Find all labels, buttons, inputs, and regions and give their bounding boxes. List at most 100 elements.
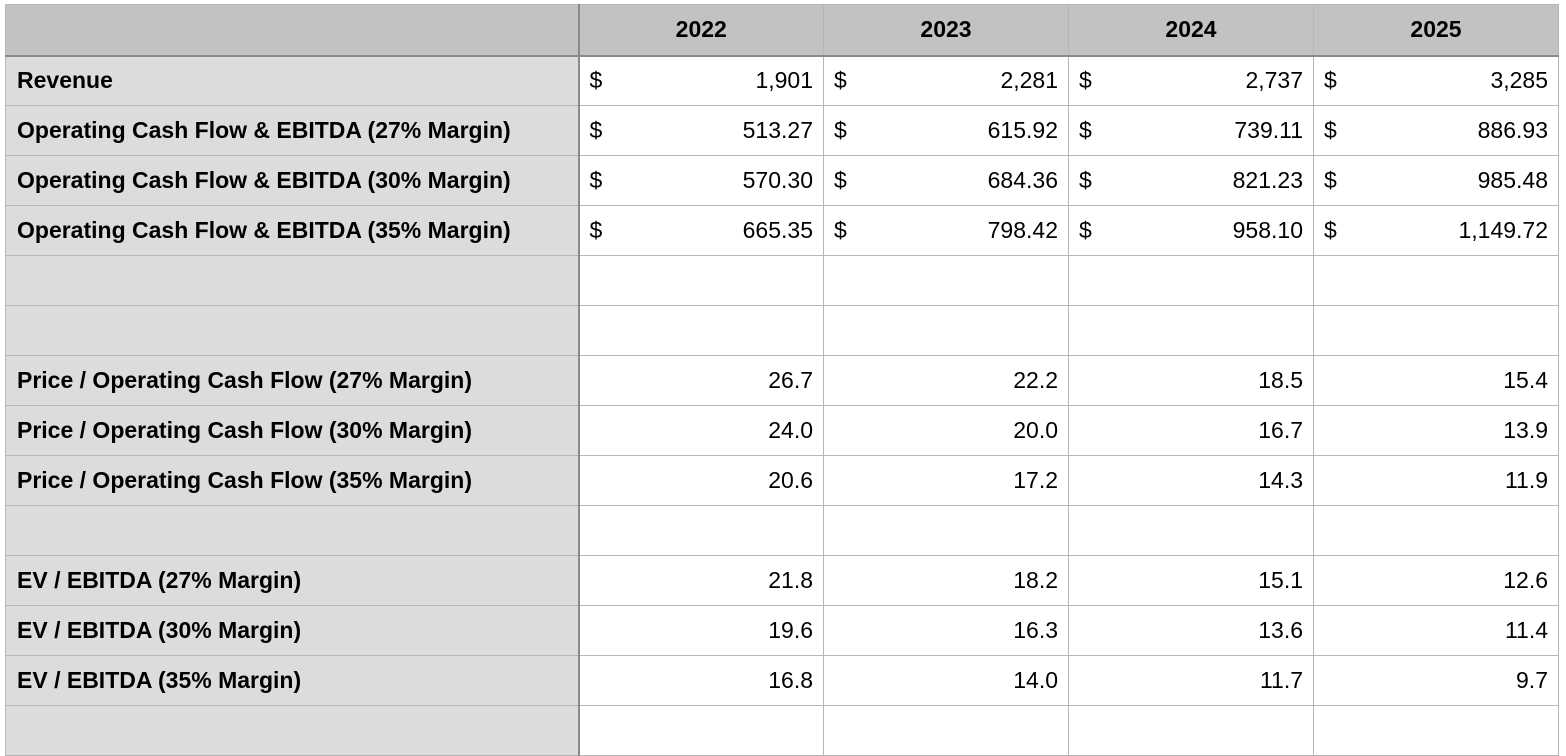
currency-symbol: $ [834, 117, 847, 143]
cell[interactable]: 9.7 [1313, 655, 1559, 706]
cell[interactable] [578, 505, 824, 556]
row-label[interactable]: EV / EBITDA (27% Margin) [5, 555, 580, 606]
cell[interactable]: 15.1 [1068, 555, 1314, 606]
cell[interactable]: $570.30 [578, 155, 824, 206]
cell[interactable] [823, 305, 1069, 356]
row-label[interactable]: Revenue [5, 55, 580, 106]
currency-symbol: $ [589, 117, 603, 143]
cell[interactable]: 12.6 [1313, 555, 1559, 606]
cell[interactable]: 20.0 [823, 405, 1069, 456]
cell[interactable]: $985.48 [1313, 155, 1559, 206]
currency-symbol: $ [834, 67, 847, 94]
cell[interactable]: 16.8 [578, 655, 824, 706]
cell-value: 821.23 [1232, 167, 1303, 193]
cell[interactable]: $958.10 [1068, 205, 1314, 256]
row-label[interactable] [5, 305, 580, 356]
row-label[interactable]: Operating Cash Flow & EBITDA (27% Margin… [5, 105, 580, 156]
cell[interactable] [578, 305, 824, 356]
cell[interactable] [1068, 255, 1314, 306]
cell[interactable]: $1,149.72 [1313, 205, 1559, 256]
cell[interactable]: 19.6 [578, 605, 824, 656]
row-label[interactable]: EV / EBITDA (30% Margin) [5, 605, 580, 656]
currency-symbol: $ [1324, 217, 1337, 243]
currency-symbol: $ [1079, 67, 1092, 94]
cell[interactable] [578, 705, 824, 756]
cell[interactable]: $821.23 [1068, 155, 1314, 206]
cell[interactable]: $2,281 [823, 55, 1069, 106]
row-label[interactable] [5, 255, 580, 306]
cell[interactable]: 11.4 [1313, 605, 1559, 656]
cell[interactable] [1068, 505, 1314, 556]
row-label[interactable] [5, 705, 580, 756]
column-header[interactable]: 2023 [823, 4, 1069, 57]
cell[interactable]: 18.5 [1068, 355, 1314, 406]
cell[interactable] [1313, 505, 1559, 556]
cell[interactable] [1068, 705, 1314, 756]
cell[interactable] [578, 255, 824, 306]
empty-row [5, 505, 1559, 556]
cell[interactable]: 16.7 [1068, 405, 1314, 456]
cell[interactable] [1313, 255, 1559, 306]
column-header[interactable]: 2024 [1068, 4, 1314, 57]
cell[interactable] [1313, 705, 1559, 756]
partial-row [5, 705, 1559, 756]
cell[interactable]: 15.4 [1313, 355, 1559, 406]
cell[interactable]: 13.6 [1068, 605, 1314, 656]
cell[interactable] [823, 505, 1069, 556]
cell-value: 886.93 [1477, 117, 1548, 143]
table-row: Operating Cash Flow & EBITDA (30% Margin… [5, 155, 1559, 206]
cell[interactable] [823, 705, 1069, 756]
cell[interactable]: 20.6 [578, 455, 824, 506]
cell[interactable]: $739.11 [1068, 105, 1314, 156]
table-row: EV / EBITDA (27% Margin) 21.8 18.2 15.1 … [5, 555, 1559, 606]
cell[interactable]: $798.42 [823, 205, 1069, 256]
cell[interactable]: 18.2 [823, 555, 1069, 606]
cell[interactable]: 11.7 [1068, 655, 1314, 706]
column-header[interactable]: 2022 [578, 4, 824, 57]
column-header[interactable]: 2025 [1313, 4, 1559, 57]
cell[interactable]: 21.8 [578, 555, 824, 606]
currency-symbol: $ [1324, 167, 1337, 193]
valuation-table: 2022 2023 2024 2025 Revenue $1,901 $2,28… [5, 4, 1559, 756]
row-label[interactable]: EV / EBITDA (35% Margin) [5, 655, 580, 706]
cell[interactable]: 16.3 [823, 605, 1069, 656]
cell[interactable]: 11.9 [1313, 455, 1559, 506]
cell[interactable]: 17.2 [823, 455, 1069, 506]
cell[interactable]: 24.0 [578, 405, 824, 456]
row-label[interactable]: Price / Operating Cash Flow (30% Margin) [5, 405, 580, 456]
row-label[interactable]: Operating Cash Flow & EBITDA (30% Margin… [5, 155, 580, 206]
cell-value: 570.30 [742, 167, 813, 193]
cell-value: 615.92 [987, 117, 1058, 143]
cell[interactable]: $513.27 [578, 105, 824, 156]
cell[interactable]: $3,285 [1313, 55, 1559, 106]
table-row: Revenue $1,901 $2,281 $2,737 $3,285 [5, 55, 1559, 106]
table-row: Price / Operating Cash Flow (30% Margin)… [5, 405, 1559, 456]
row-label[interactable]: Price / Operating Cash Flow (35% Margin) [5, 455, 580, 506]
table-row: Operating Cash Flow & EBITDA (27% Margin… [5, 105, 1559, 156]
currency-symbol: $ [589, 167, 603, 193]
cell[interactable]: $1,901 [578, 55, 824, 106]
header-row: 2022 2023 2024 2025 [5, 4, 1559, 57]
row-label[interactable]: Operating Cash Flow & EBITDA (35% Margin… [5, 205, 580, 256]
cell[interactable]: 26.7 [578, 355, 824, 406]
corner-cell[interactable] [5, 4, 580, 57]
cell-value: 513.27 [742, 117, 813, 143]
cell[interactable]: $684.36 [823, 155, 1069, 206]
cell[interactable] [1313, 305, 1559, 356]
cell[interactable]: 14.3 [1068, 455, 1314, 506]
cell[interactable]: 22.2 [823, 355, 1069, 406]
cell[interactable]: $2,737 [1068, 55, 1314, 106]
row-label[interactable]: Price / Operating Cash Flow (27% Margin) [5, 355, 580, 406]
cell[interactable] [1068, 305, 1314, 356]
cell[interactable] [823, 255, 1069, 306]
currency-symbol: $ [1079, 117, 1092, 143]
row-label[interactable] [5, 505, 580, 556]
spreadsheet: 2022 2023 2024 2025 Revenue $1,901 $2,28… [5, 4, 1559, 756]
cell[interactable]: $615.92 [823, 105, 1069, 156]
cell[interactable]: 14.0 [823, 655, 1069, 706]
cell[interactable]: $665.35 [578, 205, 824, 256]
cell-value: 985.48 [1477, 167, 1548, 193]
cell[interactable]: 13.9 [1313, 405, 1559, 456]
cell[interactable]: $886.93 [1313, 105, 1559, 156]
currency-symbol: $ [834, 217, 847, 243]
